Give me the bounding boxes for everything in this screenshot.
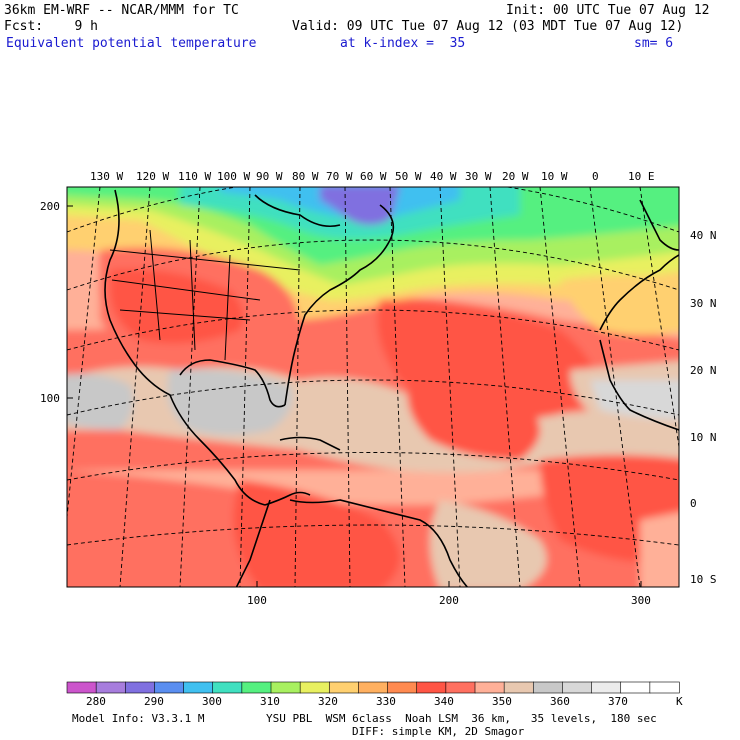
colorbar-swatch	[270, 681, 301, 694]
model-info: Model Info: V3.3.1 M	[72, 712, 205, 725]
colorbar-label: 340	[434, 695, 454, 708]
iberia-coast	[599, 254, 679, 331]
colorbar-swatch	[620, 681, 651, 694]
colorbar-swatch	[95, 681, 126, 694]
colorbar-swatch	[416, 681, 447, 694]
colorbar-swatch	[649, 681, 680, 694]
colorbar-swatch	[358, 681, 389, 694]
lat-label: 20 N	[690, 364, 717, 377]
colorbar-swatch	[387, 681, 418, 694]
atlantic-coast	[284, 204, 395, 406]
lat-label: 40 N	[690, 229, 717, 242]
colorbar-swatch	[124, 681, 156, 694]
colorbar-swatch	[241, 681, 272, 694]
colorbar-swatch	[503, 681, 534, 694]
map-frame	[66, 186, 680, 588]
colorbar-label: 330	[376, 695, 396, 708]
colorbar-swatch	[474, 681, 505, 694]
colorbar-swatch	[445, 681, 476, 694]
colorbar-label: 280	[86, 695, 106, 708]
colorbar-label: 370	[608, 695, 628, 708]
init-time: Init: 00 UTC Tue 07 Aug 12	[506, 3, 710, 18]
africa-coast	[599, 339, 679, 431]
colorbar-label: 320	[318, 695, 338, 708]
lon-label: 40 W	[430, 170, 457, 183]
colorbar-swatch	[183, 681, 214, 694]
colorbar-label: 350	[492, 695, 512, 708]
south-america-west	[235, 499, 271, 587]
grid-x-label: 300	[631, 594, 651, 607]
colorbar-labels: 280 290 300 310 320 330 340 350 360 370 …	[86, 695, 683, 708]
diffusion-info: DIFF: simple KM, 2D Smagor	[352, 725, 525, 738]
caribbean-islands	[279, 436, 341, 451]
theta-e-field	[67, 187, 679, 587]
gulf-coast	[179, 359, 286, 408]
colorbar-swatch	[66, 681, 97, 694]
forecast-hour: Fcst: 9 h	[4, 19, 98, 34]
colorbar-swatch	[562, 681, 593, 694]
lon-label: 90 W	[256, 170, 283, 183]
south-america-coast	[289, 499, 469, 587]
lat-label: 10 S	[690, 573, 717, 586]
lat-label: 30 N	[690, 297, 717, 310]
lon-label: 10 W	[541, 170, 568, 183]
field-name: Equivalent potential temperature	[6, 36, 257, 51]
lon-label: 70 W	[326, 170, 353, 183]
pacific-coast	[104, 189, 266, 506]
physics-info: YSU PBL WSM 6class Noah LSM 36 km, 35 le…	[266, 712, 657, 725]
lon-label: 30 W	[465, 170, 492, 183]
colorbar-swatch	[299, 681, 330, 694]
colorbar-label: 310	[260, 695, 280, 708]
central-america-coast	[264, 491, 311, 506]
graticule	[67, 187, 679, 587]
lon-label: 80 W	[292, 170, 319, 183]
colorbar-swatch	[532, 681, 564, 694]
valid-time: Valid: 09 UTC Tue 07 Aug 12 (03 MDT Tue …	[292, 19, 684, 34]
colorbar-unit: K	[676, 695, 683, 708]
lon-label: 60 W	[360, 170, 387, 183]
grid-x-label: 100	[247, 594, 267, 607]
lon-label: 0	[592, 170, 599, 183]
grid-x-label: 200	[439, 594, 459, 607]
lon-label: 50 W	[395, 170, 422, 183]
coastlines	[104, 189, 679, 587]
lat-label: 0	[690, 497, 697, 510]
colorbar	[66, 681, 680, 694]
k-index: at k-index = 35	[340, 36, 466, 51]
lon-label: 120 W	[136, 170, 169, 183]
colorbar-label: 300	[202, 695, 222, 708]
lon-label: 110 W	[178, 170, 211, 183]
longitude-labels: 130 W 120 W 110 W 100 W 90 W 80 W 70 W 6…	[90, 170, 655, 183]
hudson-bay	[254, 194, 341, 228]
state-borders	[109, 229, 301, 361]
colorbar-swatch	[591, 681, 622, 694]
colorbar-swatch	[212, 681, 243, 694]
grid-y-label: 200	[40, 200, 60, 213]
europe-coast	[639, 199, 679, 251]
lon-label: 100 W	[217, 170, 250, 183]
latitude-labels: 40 N 30 N 20 N 10 N 0 10 S	[690, 229, 717, 586]
model-title: 36km EM-WRF -- NCAR/MMM for TC	[4, 3, 239, 18]
colorbar-label: 360	[550, 695, 570, 708]
lat-label: 10 N	[690, 431, 717, 444]
lon-label: 130 W	[90, 170, 123, 183]
colorbar-swatch	[328, 681, 360, 694]
tick-marks	[67, 205, 642, 587]
lon-label: 20 W	[502, 170, 529, 183]
lon-label: 10 E	[628, 170, 655, 183]
colorbar-label: 290	[144, 695, 164, 708]
grid-index-labels: 200 100 100 200 300	[40, 200, 651, 607]
grid-y-label: 100	[40, 392, 60, 405]
colorbar-swatch	[154, 681, 185, 694]
smoothing: sm= 6	[634, 36, 674, 51]
